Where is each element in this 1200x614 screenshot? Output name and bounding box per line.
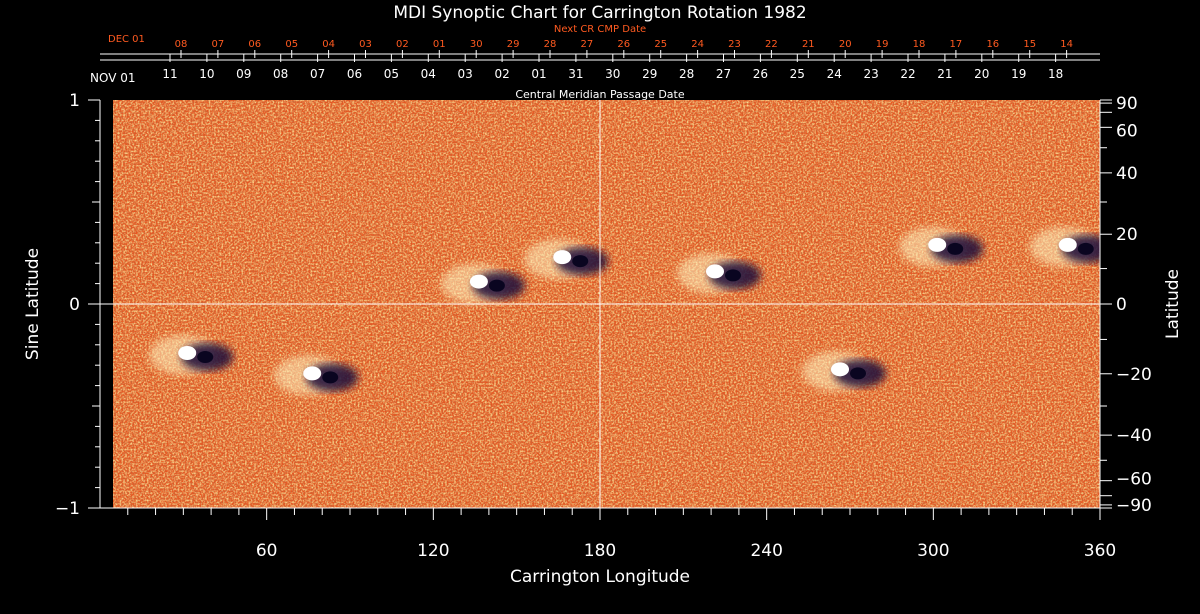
next-cr-date-label: 14: [1060, 39, 1073, 50]
positive-field-core: [1058, 237, 1077, 252]
next-cr-date-label: 07: [212, 39, 225, 50]
next-cr-dates: 08 07 06 05 04 03 02 01 30 29 28 27 26 25 24 23 22 21 20 19…: [175, 39, 1073, 58]
cmp-date-label: 28: [679, 67, 694, 81]
y-right-tick-label: 60: [1116, 121, 1138, 141]
y-right-tick-label: 0: [1116, 295, 1127, 315]
next-cr-date-label: 16: [986, 39, 999, 50]
next-cr-month-label: DEC 01: [108, 34, 145, 45]
cmp-month-label: NOV 01: [90, 71, 136, 85]
y-axis-label-right: Latitude: [1163, 269, 1183, 339]
next-cr-date-label: 08: [175, 39, 188, 50]
next-cr-date-label: 29: [507, 39, 520, 50]
next-cr-date-label: 15: [1023, 39, 1036, 50]
negative-field-core: [572, 255, 589, 268]
positive-field-core: [469, 274, 488, 289]
next-cr-date-label: 03: [359, 39, 372, 50]
x-tick-label: 60: [256, 541, 278, 561]
cmp-dates: 11 10 09 08 07 06 05 04 03 02 01 31 30 29 28 27 26 25 24 23…: [100, 54, 1100, 81]
cmp-date-label: 21: [937, 67, 952, 81]
y-left-tick-label: 1: [69, 91, 80, 111]
next-cr-date-label: 19: [876, 39, 889, 50]
y-right-tick-label: −20: [1116, 365, 1152, 385]
cmp-date-label: 03: [458, 67, 473, 81]
next-cr-date-label: 01: [433, 39, 446, 50]
x-tick-label: 120: [417, 541, 449, 561]
next-cr-date-label: 05: [285, 39, 298, 50]
cmp-date-label: 01: [531, 67, 546, 81]
bottom-axis-ticks: 60 120 180 240 300 360: [127, 508, 1116, 561]
y-axis-label-left: Sine Latitude: [23, 248, 43, 360]
y-right-tick-label: 40: [1116, 164, 1138, 184]
next-cr-date-label: 30: [470, 39, 483, 50]
x-tick-label: 300: [917, 541, 949, 561]
y-right-tick-label: −40: [1116, 426, 1152, 446]
cmp-date-label: 19: [1011, 67, 1026, 81]
positive-field-core: [303, 366, 322, 381]
next-cr-date-label: 22: [765, 39, 778, 50]
positive-field-core: [831, 362, 849, 377]
next-cr-date-label: 27: [581, 39, 594, 50]
cmp-date-label: 20: [974, 67, 989, 81]
left-axis-ticks: 1 0 −1: [55, 91, 100, 519]
next-cr-date-label: 25: [654, 39, 667, 50]
cmp-date-label: 26: [753, 67, 768, 81]
cmp-date-label: 25: [790, 67, 805, 81]
positive-field-core: [928, 237, 947, 252]
cmp-axis-label: Central Meridian Passage Date: [515, 88, 684, 101]
x-axis-label: Carrington Longitude: [510, 567, 690, 587]
cmp-date-label: 06: [347, 67, 362, 81]
next-cr-date-label: 04: [322, 39, 335, 50]
cmp-date-label: 18: [1048, 67, 1063, 81]
next-cr-date-label: 26: [617, 39, 630, 50]
right-axis-ticks: 90 60 40 20 0 −20 −40 −60 −90: [1100, 94, 1152, 516]
negative-field-core: [850, 367, 866, 380]
cmp-date-label: 22: [900, 67, 915, 81]
cmp-date-label: 10: [199, 67, 214, 81]
cmp-date-label: 04: [421, 67, 436, 81]
cmp-date-label: 30: [605, 67, 620, 81]
chart-title: MDI Synoptic Chart for Carrington Rotati…: [393, 3, 806, 23]
y-right-tick-label: −60: [1116, 470, 1152, 490]
cmp-date-label: 27: [716, 67, 731, 81]
next-cr-axis-label: Next CR CMP Date: [554, 24, 646, 35]
next-cr-date-label: 23: [728, 39, 741, 50]
positive-field-core: [553, 250, 572, 265]
cmp-date-label: 11: [162, 67, 177, 81]
x-tick-label: 240: [750, 541, 782, 561]
y-left-tick-label: 0: [69, 295, 80, 315]
next-cr-date-label: 02: [396, 39, 409, 50]
next-cr-date-label: 28: [544, 39, 557, 50]
y-left-tick-label: −1: [55, 499, 80, 519]
y-right-tick-label: 20: [1116, 225, 1138, 245]
cmp-date-label: 02: [494, 67, 509, 81]
next-cr-date-label: 20: [839, 39, 852, 50]
cmp-date-label: 31: [568, 67, 583, 81]
cmp-date-label: 07: [310, 67, 325, 81]
cmp-date-label: 05: [384, 67, 399, 81]
x-tick-label: 360: [1084, 541, 1116, 561]
negative-field-core: [1077, 242, 1094, 255]
y-right-tick-label: 90: [1116, 94, 1138, 114]
cmp-date-label: 08: [273, 67, 288, 81]
positive-field-core: [178, 346, 197, 360]
negative-field-core: [197, 351, 214, 363]
negative-field-core: [947, 242, 964, 255]
next-cr-date-label: 24: [691, 39, 704, 50]
next-cr-date-label: 06: [248, 39, 261, 50]
cmp-date-label: 24: [827, 67, 842, 81]
negative-field-core: [725, 269, 741, 282]
positive-field-core: [706, 264, 724, 279]
active-regions: [149, 226, 1100, 396]
next-cr-date-label: 18: [913, 39, 926, 50]
negative-field-core: [322, 371, 339, 384]
cmp-date-label: 09: [236, 67, 251, 81]
next-cr-date-label: 17: [950, 39, 963, 50]
cmp-date-label: 23: [863, 67, 878, 81]
cmp-date-label: 29: [642, 67, 657, 81]
negative-field-core: [488, 279, 505, 292]
x-tick-label: 180: [584, 541, 616, 561]
next-cr-date-label: 21: [802, 39, 815, 50]
y-right-tick-label: −90: [1116, 496, 1152, 516]
